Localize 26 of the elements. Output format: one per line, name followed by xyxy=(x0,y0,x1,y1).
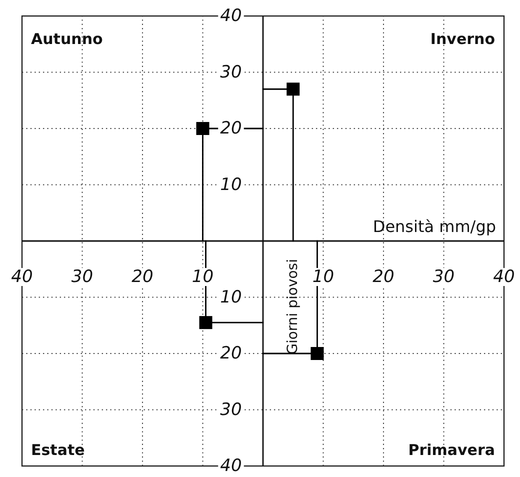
x-axis-title: Densità mm/gp xyxy=(372,217,496,236)
y-tick-label: 40 xyxy=(220,456,242,476)
annotation: Estate xyxy=(31,441,85,459)
x-tick-label: 30 xyxy=(432,267,455,287)
y-tick-label: 20 xyxy=(220,344,242,364)
x-tick-label: 40 xyxy=(493,267,515,287)
y-tick-label: 30 xyxy=(220,400,242,420)
annotation: Autunno xyxy=(31,30,103,48)
point xyxy=(286,82,300,96)
x-tick-label: 40 xyxy=(11,267,33,287)
y-tick-label: 30 xyxy=(220,62,242,82)
y-axis-title: Giorni piovosi xyxy=(285,259,301,354)
point xyxy=(196,122,210,135)
x-tick-label: 20 xyxy=(132,267,154,287)
y-tick-label: 40 xyxy=(220,6,242,26)
y-tick-label: 20 xyxy=(220,118,242,138)
point xyxy=(310,347,324,360)
y-tick-label: 10 xyxy=(220,174,242,195)
y-tick-label: 10 xyxy=(220,287,242,308)
annotation: Primavera xyxy=(408,441,495,459)
x-tick-label: 30 xyxy=(71,267,94,287)
annotation: Inverno xyxy=(430,30,495,48)
x-tick-label: 20 xyxy=(372,267,394,287)
point xyxy=(199,316,212,330)
x-tick-label: 10 xyxy=(192,267,214,287)
x-tick-label: 10 xyxy=(312,267,334,287)
